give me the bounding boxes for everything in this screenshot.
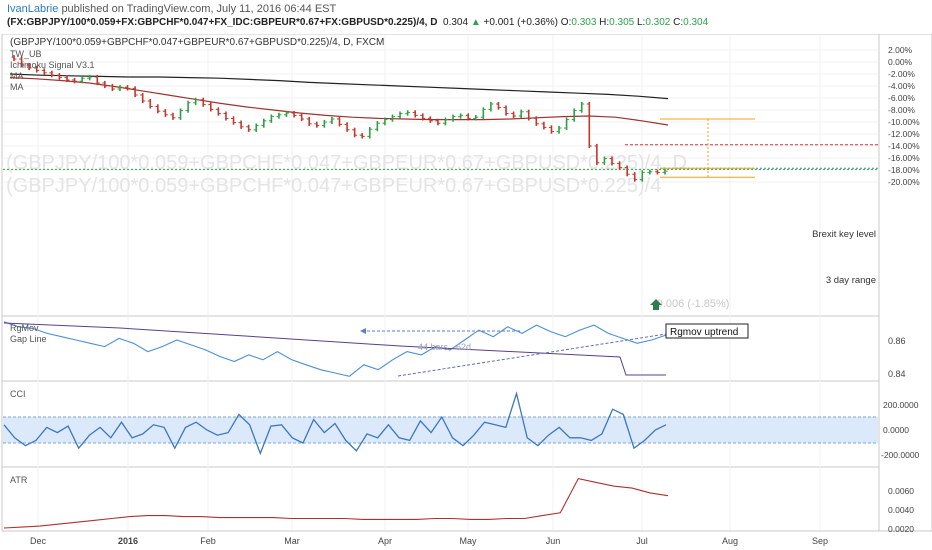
- x-tick-label: Jul: [636, 536, 648, 546]
- symbol-text: (FX:GBPJPY/100*0.059+FX:GBPCHF*0.047+FX_…: [7, 17, 438, 28]
- y-tick-label: -10.00%: [888, 117, 920, 127]
- y-tick-label: -12.00%: [888, 129, 920, 139]
- cci-legend[interactable]: CCI: [10, 389, 26, 399]
- change-up-icon: ▲: [470, 17, 481, 28]
- rgmov-arrow-icon: [360, 328, 366, 334]
- y-tick-label: -8.00%: [888, 105, 915, 115]
- rgmov-legend[interactable]: RgMov: [10, 323, 39, 333]
- buy-arrow-icon: [650, 299, 662, 310]
- rgmov-measure-label: -44 bars, -62d: [415, 342, 471, 352]
- open-label: O:: [560, 17, 572, 28]
- y-tick-label: 2.00%: [888, 45, 913, 55]
- x-tick-label: Aug: [722, 536, 738, 546]
- atr-line: [3, 477, 669, 529]
- x-tick-label: May: [459, 536, 477, 546]
- high-label: H:: [599, 17, 610, 28]
- y-tick-label: -4.00%: [888, 81, 915, 91]
- watermark-line-1: (GBPJPY/100*0.059+GBPCHF*0.047+GBPEUR*0.…: [6, 152, 687, 174]
- y-tick-label: -14.00%: [888, 141, 920, 151]
- rgmov-series: [3, 321, 667, 377]
- y-tick-label: -6.00%: [888, 93, 915, 103]
- x-tick-label: Mar: [284, 536, 300, 546]
- x-tick-label: Jun: [546, 536, 561, 546]
- cci-band: [3, 417, 878, 443]
- close-label: C:: [673, 17, 684, 28]
- indicator-legend-1[interactable]: TW_UB: [10, 49, 42, 59]
- chart-canvas[interactable]: (GBPJPY/100*0.059+GBPCHF*0.047+GBPEUR*0.…: [0, 34, 932, 550]
- brexit-level-label: Brexit key level: [812, 229, 876, 240]
- x-axis: Dec 2016 Feb Mar Apr May Jun Jul Aug Sep: [30, 536, 828, 546]
- gap-line: [3, 322, 666, 376]
- cci-y-label-2: 0.0000: [883, 425, 909, 435]
- rgmov-y-label-2: 0.84: [888, 369, 906, 379]
- cci-series: [3, 391, 878, 456]
- price-change: +0.001 (+0.36%): [483, 17, 559, 28]
- level-lines: [3, 118, 878, 178]
- x-tick-label: Apr: [378, 536, 392, 546]
- price-axis[interactable]: [878, 34, 932, 532]
- symbol-line: (FX:GBPJPY/100*0.059+FX:GBPCHF*0.047+FX_…: [7, 17, 708, 28]
- publish-line: IvanLabrie published on TradingView.com,…: [7, 3, 336, 15]
- x-tick-label: 2016: [118, 536, 138, 546]
- close-value: 0.304: [683, 17, 709, 28]
- main-pane[interactable]: [1, 34, 880, 317]
- x-tick-label: Dec: [30, 536, 47, 546]
- cci-y-label-3: -200.0000: [881, 450, 920, 460]
- indicator-legend-4[interactable]: MA: [10, 82, 24, 92]
- indicator-legend-3[interactable]: MA: [10, 71, 24, 81]
- y-tick-label: -18.00%: [888, 165, 920, 175]
- main-y-axis: 2.00% 0.00% -2.00% -4.00% -6.00% -8.00% -10.00…: [888, 45, 920, 187]
- y-tick-label: 0.00%: [888, 57, 913, 67]
- chart-header: IvanLabrie published on TradingView.com,…: [0, 0, 932, 34]
- watermark-line-2: (GBPJPY/100*0.059+GBPCHF*0.047+GBPEUR*0.…: [6, 175, 661, 197]
- low-label: L:: [636, 17, 646, 28]
- published-text: published on TradingView.com, July 11, 2…: [61, 3, 337, 15]
- rgmov-callout-box: [665, 323, 749, 339]
- y-tick-label: -2.00%: [888, 69, 915, 79]
- atr-legend[interactable]: ATR: [10, 475, 28, 485]
- gapline-legend[interactable]: Gap Line: [10, 334, 47, 344]
- atr-series: [3, 477, 669, 529]
- x-tick-label: Sep: [812, 536, 828, 546]
- rgmov-line: [3, 321, 667, 377]
- rgmov-trend-line: [397, 333, 667, 377]
- x-tick-label: Feb: [200, 536, 216, 546]
- atr-pane[interactable]: [1, 466, 880, 532]
- y-tick-label: -16.00%: [888, 153, 920, 163]
- cci-line: [3, 391, 667, 456]
- indicator-legend-2[interactable]: Ichimoku Signal V3.1: [10, 60, 95, 70]
- three-day-range-label: 3 day range: [826, 275, 876, 286]
- atr-y-label-2: 0.0040: [888, 505, 914, 515]
- atr-y-label-3: 0.0020: [888, 524, 914, 534]
- rgmov-y-label-1: 0.86: [888, 336, 906, 346]
- y-tick-label: -20.00%: [888, 177, 920, 187]
- low-value: 0.302: [645, 17, 671, 28]
- rgmov-callout-text: Rgmov uptrend: [670, 327, 738, 338]
- author-link[interactable]: IvanLabrie: [7, 3, 59, 15]
- price-bars: [11, 55, 668, 182]
- open-value: 0.303: [571, 17, 597, 28]
- atr-y-label-1: 0.0060: [888, 486, 914, 496]
- cci-y-label-1: 200.0000: [883, 400, 919, 410]
- measure-label: -0.006 (-1.85%): [653, 298, 729, 310]
- high-value: 0.305: [609, 17, 635, 28]
- last-price: 0.304: [443, 17, 469, 28]
- ma-long-line: [9, 73, 669, 100]
- main-legend-title: (GBPJPY/100*0.059+GBPCHF*0.047+GBPEUR*0.…: [10, 37, 384, 48]
